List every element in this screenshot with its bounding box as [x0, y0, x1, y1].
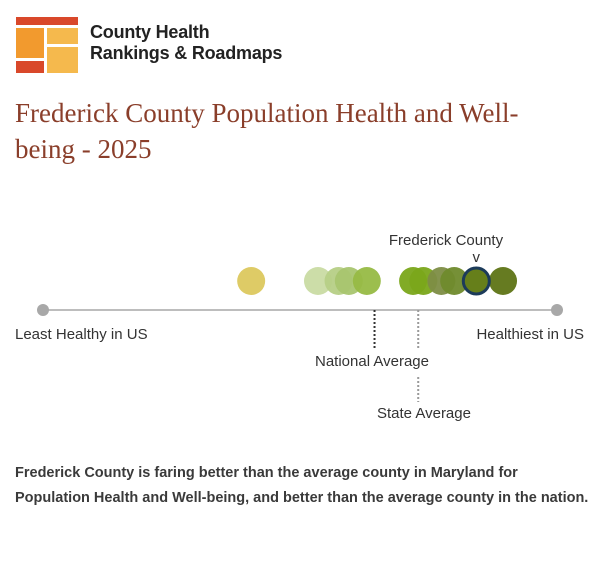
highlight-county-point: [461, 266, 491, 296]
state-average-label: State Average: [377, 405, 471, 422]
county-point: [440, 267, 469, 295]
national-average-label: National Average: [315, 353, 429, 370]
health-distribution-chart: Least Healthy in US Healthiest in US Natio…: [15, 232, 584, 422]
brand-line-2: Rankings & Roadmaps: [90, 43, 283, 63]
logo-block-right-bottom: [47, 47, 78, 73]
scale-label-high: Healthiest in US: [476, 326, 584, 343]
highlight-county-label: Frederick County: [389, 232, 504, 249]
county-point: [489, 267, 518, 295]
logo-block-left: [16, 28, 44, 58]
chr-logo: [16, 17, 78, 73]
brand-name[interactable]: County Health Rankings & Roadmaps: [90, 22, 282, 64]
logo-block-top: [16, 17, 78, 25]
county-point: [237, 267, 266, 295]
scale-end-low: [37, 304, 49, 316]
page-title: Frederick County Population Health and W…: [15, 98, 519, 164]
summary-text: Frederick County is faring better than t…: [15, 465, 589, 506]
logo-block-right-top: [47, 28, 78, 44]
county-point: [352, 267, 381, 295]
logo-block-bottom: [16, 61, 44, 73]
highlight-marker: v: [473, 249, 481, 266]
scale-end-high: [551, 304, 563, 316]
brand-line-1: County Health: [90, 22, 210, 42]
scale-label-low: Least Healthy in US: [15, 326, 148, 343]
county-point: [303, 267, 332, 295]
